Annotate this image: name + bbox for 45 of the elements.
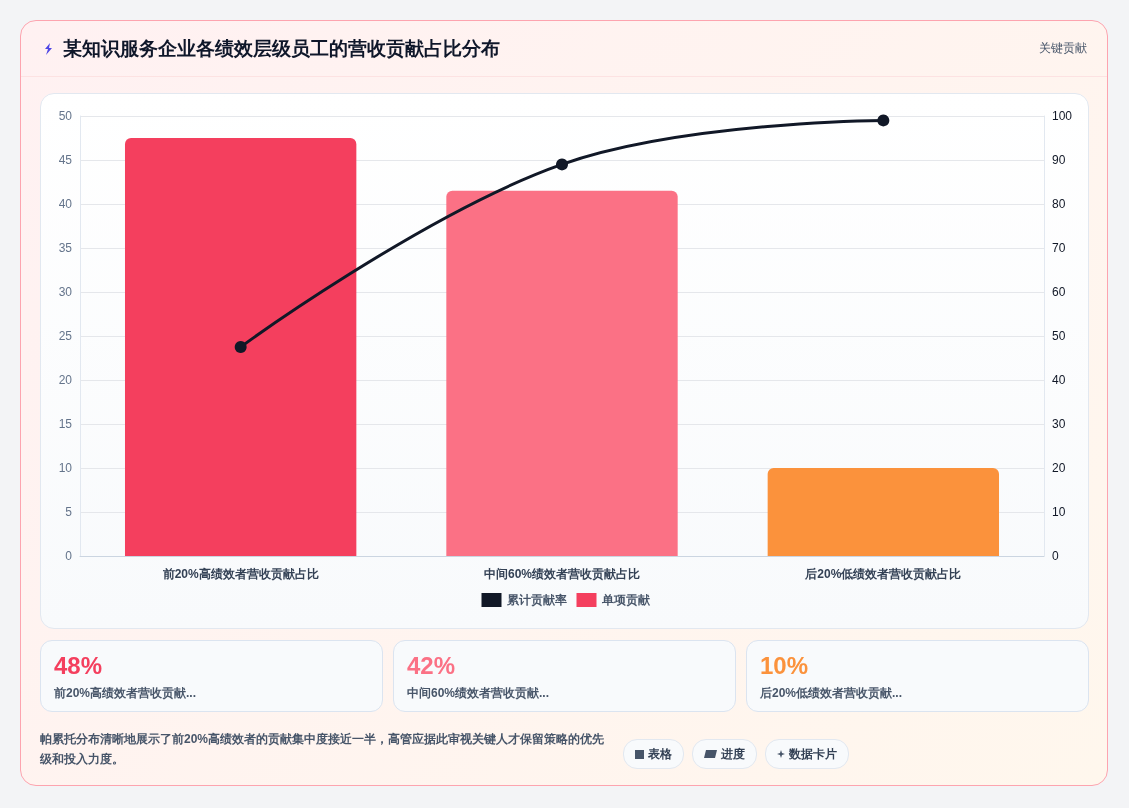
- y2-tick-label: 70: [1052, 241, 1066, 255]
- y2-tick-label: 50: [1052, 329, 1066, 343]
- chart-title: 某知识服务企业各绩效层级员工的营收贡献占比分布: [63, 36, 500, 61]
- y2-tick-label: 80: [1052, 197, 1066, 211]
- x-tick-label: 中间60%绩效者营收贡献占比: [483, 567, 641, 581]
- x-tick-label: 前20%高绩效者营收贡献占比: [161, 567, 319, 581]
- y2-tick-label: 10: [1052, 505, 1066, 519]
- y2-tick-label: 20: [1052, 461, 1066, 475]
- legend-label: 累计贡献率: [505, 593, 567, 607]
- text: 10%: [760, 651, 810, 681]
- text: 48%: [54, 651, 104, 681]
- y-tick-label: 50: [58, 109, 73, 123]
- y-tick-label: 30: [58, 285, 73, 299]
- y2-tick-label: 30: [1052, 417, 1066, 431]
- text: 42%: [407, 651, 457, 681]
- point: [234, 341, 247, 353]
- y-tick-label: 0: [65, 549, 73, 563]
- x-tick-label: 后20%低绩效者营收贡献占比: [804, 567, 962, 581]
- y-tick-label: 40: [58, 197, 73, 211]
- point: [877, 114, 890, 127]
- text: 进度: [692, 739, 757, 769]
- y2-tick-label: 60: [1052, 285, 1066, 299]
- text: 数据卡片: [765, 739, 849, 769]
- y-tick-label: 35: [58, 241, 73, 255]
- text: 中间60%绩效者营收贡献...: [407, 685, 551, 702]
- text: 关键贡献: [1039, 40, 1087, 57]
- point: [556, 158, 568, 171]
- y2-tick-label: 0: [1052, 549, 1059, 563]
- y-tick-label: 5: [65, 505, 73, 519]
- y2-tick-label: 40: [1052, 373, 1066, 387]
- text: 后20%低绩效者营收贡献...: [760, 685, 904, 702]
- y-tick-label: 25: [58, 329, 73, 343]
- text: 表格: [623, 739, 684, 769]
- y-tick-label: 15: [58, 417, 73, 431]
- text: 帕累托分布清晰地展示了前20%高绩效者的贡献集中度接近一半，高管应据此审视关键人才保留策略的优先级和投入力度。: [40, 731, 606, 768]
- bar: [446, 190, 678, 556]
- legend-label: 单项贡献: [600, 593, 651, 607]
- text: 前20%高绩效者营收贡献...: [54, 685, 198, 702]
- y-tick-label: 10: [58, 461, 73, 475]
- y-tick-label: 20: [58, 373, 73, 387]
- y-tick-label: 45: [58, 153, 73, 167]
- bar: [124, 138, 357, 556]
- y2-tick-label: 100: [1052, 109, 1073, 123]
- bar: [767, 468, 1000, 556]
- y2-tick-label: 90: [1052, 153, 1066, 167]
